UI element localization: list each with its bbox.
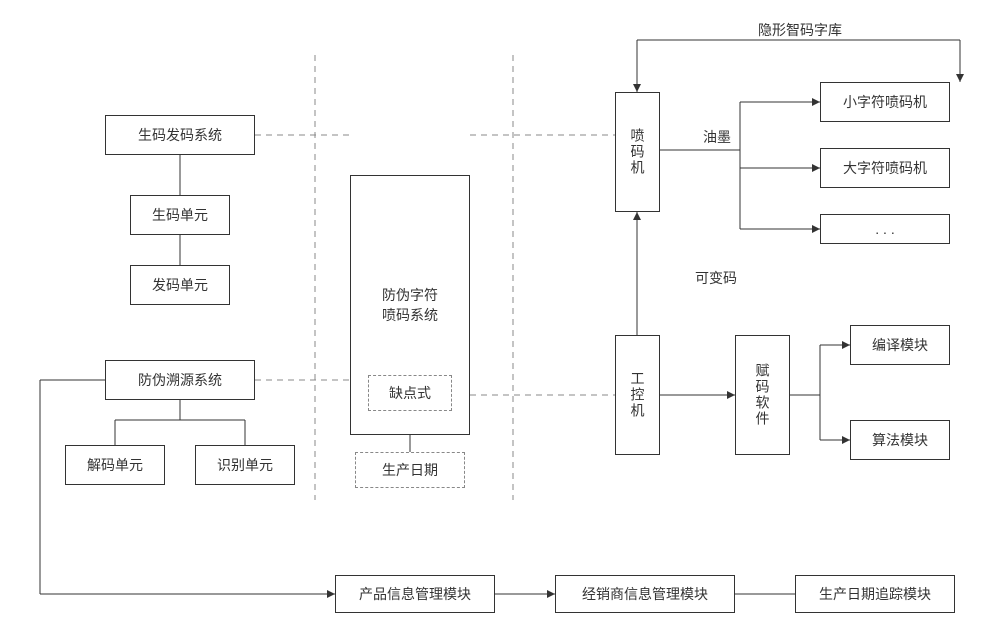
node-ipc: 工控机 [615, 335, 660, 455]
label-var_code: 可变码 [695, 268, 737, 288]
node-prod_info_mod: 产品信息管理模块 [335, 575, 495, 613]
node-prod_date: 生产日期 [355, 452, 465, 488]
label-font_lib: 隐形智码字库 [758, 20, 842, 40]
node-gen_unit: 生码单元 [130, 195, 230, 235]
node-code_gen_sys: 生码发码系统 [105, 115, 255, 155]
node-recog_unit: 识别单元 [195, 445, 295, 485]
node-defect_type: 缺点式 [368, 375, 452, 411]
node-algo_mod: 算法模块 [850, 420, 950, 460]
node-decode_unit: 解码单元 [65, 445, 165, 485]
node-compile_mod: 编译模块 [850, 325, 950, 365]
node-coding_sw: 赋码软件 [735, 335, 790, 455]
node-send_unit: 发码单元 [130, 265, 230, 305]
node-printer: 喷码机 [615, 92, 660, 212]
node-dealer_info_mod: 经销商信息管理模块 [555, 575, 735, 613]
node-etc: . . . [820, 214, 950, 244]
node-large_char: 大字符喷码机 [820, 148, 950, 188]
node-trace_sys: 防伪溯源系统 [105, 360, 255, 400]
node-date_track_mod: 生产日期追踪模块 [795, 575, 955, 613]
label-ink: 油墨 [703, 127, 731, 147]
node-small_char: 小字符喷码机 [820, 82, 950, 122]
